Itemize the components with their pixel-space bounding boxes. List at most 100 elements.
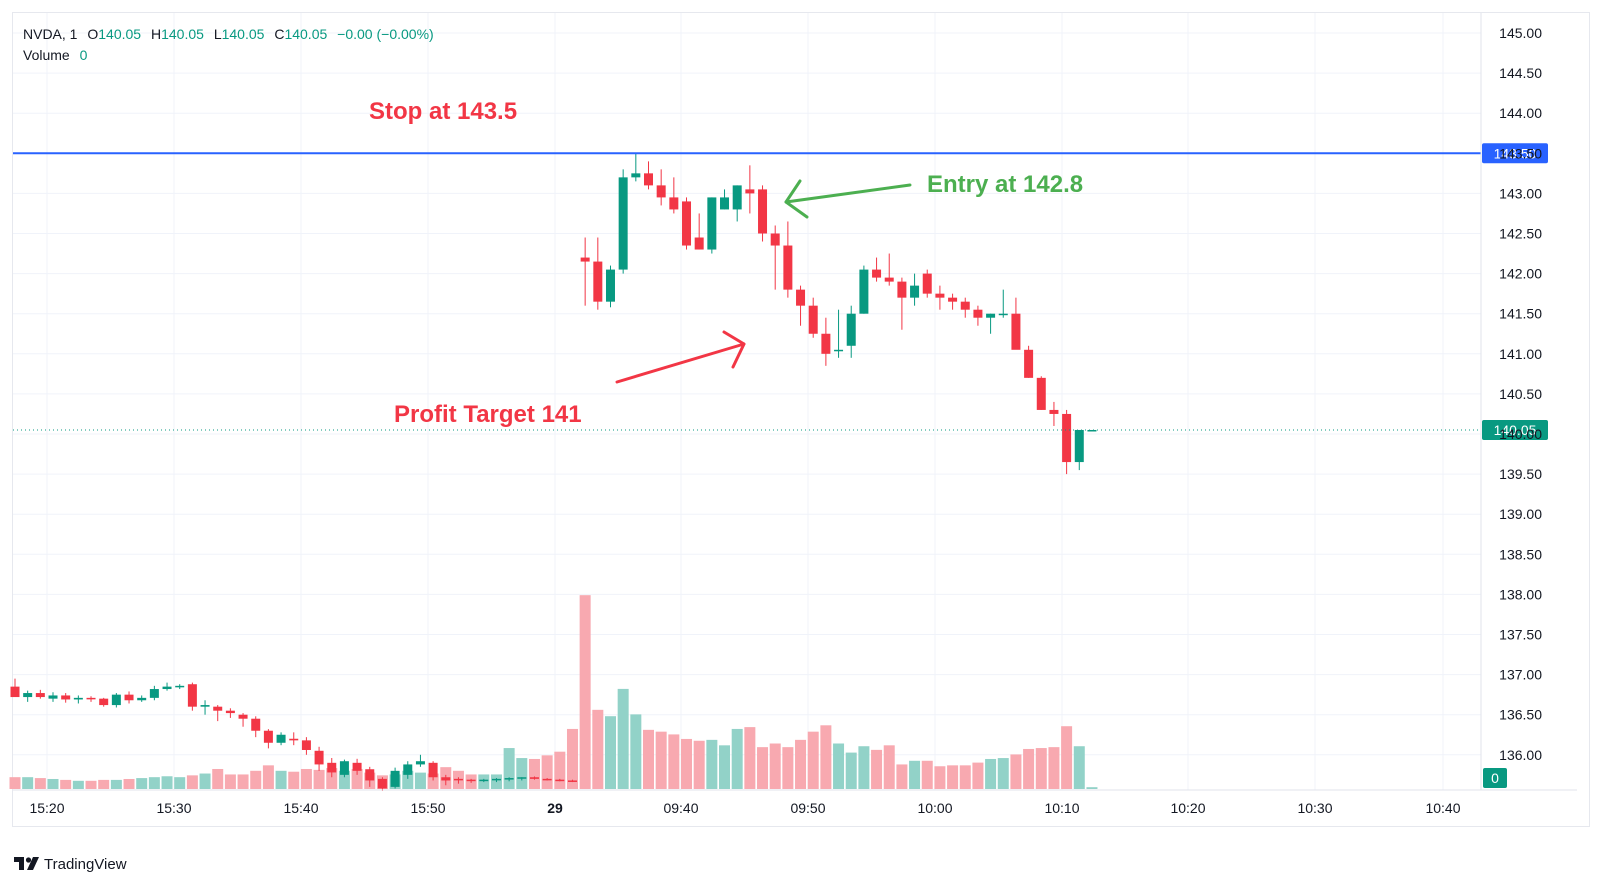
volume-bar xyxy=(617,688,629,789)
candle xyxy=(137,695,147,702)
candle-body xyxy=(23,693,33,698)
volume-bar xyxy=(503,748,515,789)
red-arrow-icon xyxy=(615,330,746,384)
candle-body xyxy=(580,257,590,262)
candle-body xyxy=(935,293,945,298)
candle xyxy=(73,695,83,704)
volume-bar xyxy=(630,714,642,789)
candle xyxy=(1087,429,1097,432)
candle xyxy=(238,713,248,727)
candle xyxy=(415,754,425,767)
volume-bar xyxy=(123,778,135,789)
candle-body xyxy=(517,777,527,779)
x-tick-label: 10:20 xyxy=(1170,800,1205,816)
volume-bar xyxy=(72,780,84,789)
target-annotation[interactable]: Profit Target 141 xyxy=(394,401,582,428)
candle-body xyxy=(263,730,273,743)
high-value: 140.05 xyxy=(161,26,204,42)
candle-body xyxy=(441,777,451,781)
entry-annotation[interactable]: Entry at 142.8 xyxy=(927,171,1084,198)
volume-bar xyxy=(1010,754,1022,789)
volume-bar xyxy=(554,751,566,789)
candle-body xyxy=(99,698,109,706)
candle-body xyxy=(10,686,20,698)
volume-row: Volume 0 xyxy=(23,45,434,66)
volume-badge-label: 0 xyxy=(1491,770,1499,786)
candle-body xyxy=(910,285,920,298)
candle xyxy=(187,682,197,711)
volume-bar xyxy=(566,728,578,789)
candle-body xyxy=(187,684,197,707)
candle xyxy=(99,697,109,707)
candle-body xyxy=(644,173,653,186)
volume-bar xyxy=(326,768,338,789)
close-label: C xyxy=(274,26,285,42)
low-label: L xyxy=(213,26,222,42)
y-tick-label: 138.50 xyxy=(1499,546,1542,562)
candle xyxy=(973,305,983,326)
symbol-label[interactable]: NVDA, 1 xyxy=(23,26,78,42)
candle-body xyxy=(1062,413,1072,463)
volume-bar xyxy=(47,778,59,789)
candle xyxy=(593,237,603,310)
x-tick-label: 15:20 xyxy=(29,800,64,816)
candle xyxy=(948,293,958,310)
annotation-arrows xyxy=(615,179,912,384)
volume-bar xyxy=(516,758,528,789)
volume-label[interactable]: Volume xyxy=(23,47,70,63)
volume-bar xyxy=(98,779,110,789)
candle xyxy=(986,313,996,334)
volume-bar xyxy=(85,780,97,789)
stop-price-badge xyxy=(1482,143,1548,164)
volume-bar xyxy=(858,746,870,789)
candle xyxy=(365,766,375,787)
volume-bar xyxy=(706,739,718,789)
volume-bar xyxy=(668,734,680,789)
volume-bar xyxy=(934,766,946,789)
volume-bar xyxy=(9,777,21,789)
candle xyxy=(694,213,704,250)
candle xyxy=(808,297,818,338)
candle xyxy=(631,153,641,182)
candle xyxy=(1074,429,1084,471)
candle xyxy=(796,285,806,326)
candle xyxy=(707,197,717,254)
candle-body xyxy=(403,764,413,775)
candle-body xyxy=(491,778,501,781)
x-tick-label: 09:40 xyxy=(663,800,698,816)
y-tick-label: 143.50 xyxy=(1499,145,1542,161)
change-value: −0.00 (−0.00%) xyxy=(337,26,434,42)
candle xyxy=(111,693,121,708)
volume-bar xyxy=(883,745,895,789)
candle-body xyxy=(73,697,83,700)
volume-bar xyxy=(1086,787,1098,789)
volume-bar xyxy=(1023,748,1035,789)
volume-bar xyxy=(262,765,274,789)
brand-footer[interactable]: TradingView xyxy=(14,854,127,874)
candle-body xyxy=(821,333,831,354)
candle xyxy=(834,309,844,358)
x-tick-label: 10:00 xyxy=(917,800,952,816)
candle-body xyxy=(213,706,223,711)
candle-body xyxy=(175,685,185,688)
candle xyxy=(162,682,172,691)
volume-bar xyxy=(921,760,933,789)
stop-annotation[interactable]: Stop at 143.5 xyxy=(369,98,518,125)
candle xyxy=(403,761,413,779)
volume-bar xyxy=(769,743,781,789)
volume-bar xyxy=(338,770,350,789)
candle xyxy=(605,265,615,308)
candle xyxy=(1049,401,1059,426)
candle-body xyxy=(61,695,71,700)
candle xyxy=(542,778,552,781)
candle-body xyxy=(542,778,552,781)
candle-body xyxy=(808,305,818,334)
candle xyxy=(466,778,476,783)
volume-bar xyxy=(199,773,211,789)
candle xyxy=(314,746,324,771)
y-tick-label: 143.00 xyxy=(1499,185,1542,201)
candle xyxy=(1011,297,1021,350)
y-tick-label: 136.50 xyxy=(1499,707,1542,723)
candle-body xyxy=(415,761,425,765)
